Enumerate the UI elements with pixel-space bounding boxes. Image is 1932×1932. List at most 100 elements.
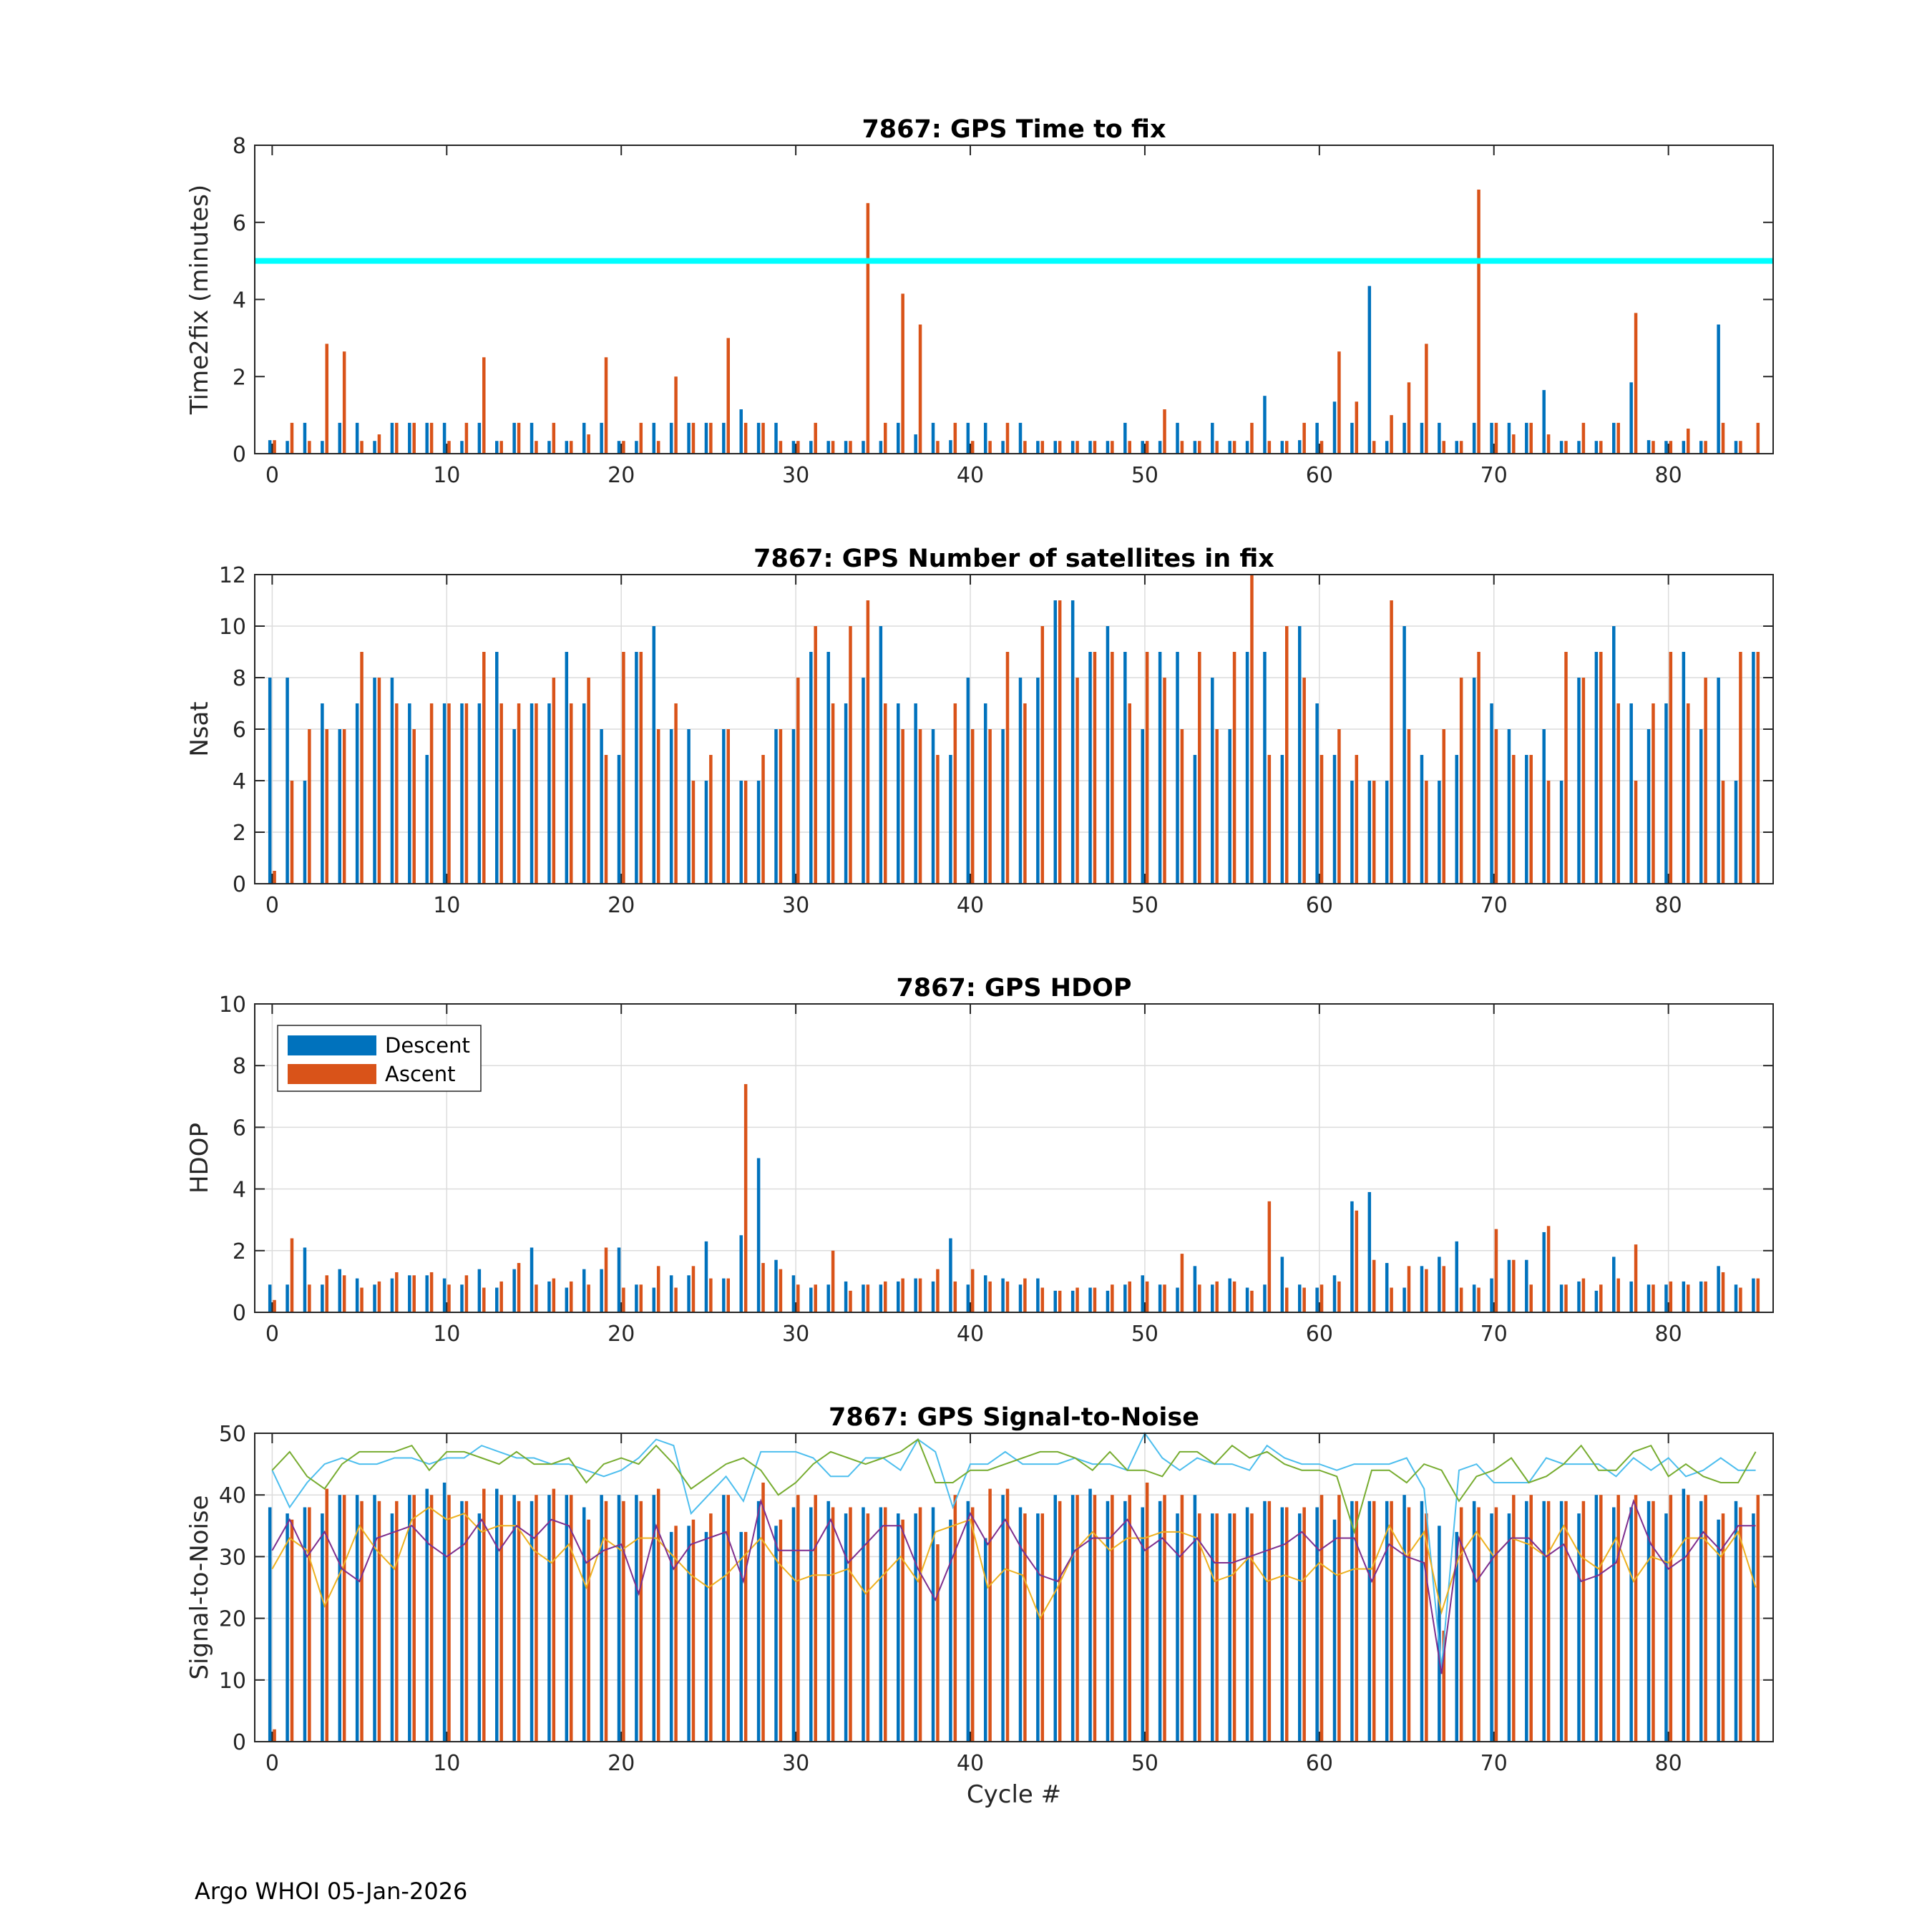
bar-descent-32 — [826, 1501, 830, 1742]
bar-descent-43 — [1018, 678, 1023, 884]
x-tick-label: 70 — [1480, 463, 1508, 488]
bar-ascent-66 — [1425, 1269, 1428, 1312]
bar-descent-13 — [495, 1287, 499, 1312]
bar-ascent-11 — [464, 1275, 469, 1312]
bar-descent-80 — [1664, 1513, 1668, 1742]
bar-ascent-12 — [482, 357, 486, 454]
bar-descent-20 — [617, 1247, 621, 1312]
bar-ascent-14 — [517, 703, 521, 884]
bar-descent-18 — [582, 1269, 586, 1312]
bar-descent-22 — [652, 1495, 656, 1742]
bar-descent-26 — [722, 422, 726, 454]
bar-descent-84 — [1734, 781, 1738, 884]
bar-ascent-4 — [342, 1495, 346, 1742]
bar-ascent-79 — [1652, 703, 1655, 884]
bar-descent-43 — [1018, 422, 1023, 454]
bar-descent-25 — [704, 1531, 708, 1742]
bar-ascent-53 — [1198, 441, 1201, 454]
bar-ascent-77 — [1616, 703, 1620, 884]
bar-descent-1 — [286, 1284, 289, 1312]
bar-descent-62 — [1350, 781, 1354, 884]
bar-ascent-69 — [1477, 1287, 1480, 1312]
bar-descent-3 — [321, 1513, 324, 1742]
bar-ascent-74 — [1564, 652, 1568, 884]
bar-descent-28 — [756, 1158, 761, 1312]
bar-descent-4 — [338, 1495, 342, 1742]
bar-descent-44 — [1036, 1513, 1040, 1742]
bar-descent-60 — [1315, 703, 1319, 884]
bar-descent-69 — [1472, 678, 1476, 884]
bar-descent-40 — [966, 1501, 970, 1742]
y-axis-label: HDOP — [185, 1123, 214, 1194]
bar-descent-71 — [1507, 729, 1511, 884]
bar-ascent-24 — [691, 1519, 696, 1742]
bar-ascent-74 — [1564, 441, 1568, 454]
bar-descent-50 — [1141, 1507, 1144, 1742]
x-tick-label: 20 — [608, 1322, 635, 1347]
x-tick-label: 30 — [782, 463, 809, 488]
bar-descent-21 — [635, 1495, 638, 1742]
bar-descent-71 — [1507, 1513, 1511, 1742]
bar-ascent-56 — [1250, 575, 1254, 884]
bar-ascent-79 — [1652, 441, 1655, 454]
bar-descent-22 — [652, 626, 656, 884]
bar-descent-60 — [1315, 1507, 1319, 1742]
bar-descent-25 — [704, 422, 708, 454]
bar-ascent-44 — [1040, 1513, 1045, 1742]
x-tick-label: 80 — [1655, 1322, 1682, 1347]
bar-ascent-72 — [1529, 1495, 1533, 1742]
bar-ascent-21 — [639, 422, 643, 454]
bar-ascent-36 — [901, 729, 904, 884]
chart-nsat: 0 10 20 30 40 50 60 70 80 0 2 4 6 8 10 12 7867: GPS Numb… — [185, 545, 1774, 918]
bar-ascent-27 — [743, 1084, 748, 1312]
bar-descent-34 — [862, 1284, 865, 1312]
footer-text: Argo WHOI 05-Jan-2026 — [195, 1878, 468, 1905]
bar-descent-14 — [512, 422, 516, 454]
bar-ascent-41 — [988, 1488, 992, 1742]
bar-ascent-55 — [1232, 441, 1236, 454]
bar-ascent-74 — [1564, 1501, 1568, 1742]
bar-ascent-6 — [377, 1281, 381, 1312]
bar-descent-73 — [1542, 729, 1546, 884]
bar-ascent-50 — [1145, 1482, 1149, 1742]
bar-ascent-69 — [1477, 1507, 1480, 1742]
bar-descent-73 — [1542, 1231, 1546, 1312]
bar-ascent-0 — [273, 1299, 276, 1312]
bar-descent-28 — [756, 781, 761, 884]
bar-ascent-14 — [517, 422, 521, 454]
bar-descent-68 — [1455, 755, 1459, 884]
bar-ascent-81 — [1686, 703, 1690, 884]
bar-descent-39 — [949, 440, 952, 454]
bar-descent-56 — [1245, 652, 1249, 884]
bar-descent-10 — [442, 422, 447, 454]
bar-descent-17 — [565, 652, 569, 884]
bar-descent-38 — [931, 1507, 935, 1742]
bar-descent-46 — [1070, 1495, 1075, 1742]
bar-descent-25 — [704, 1241, 708, 1312]
bar-descent-51 — [1158, 441, 1162, 454]
x-tick-label: 30 — [782, 893, 809, 918]
bar-descent-26 — [722, 1278, 726, 1312]
bar-ascent-82 — [1704, 1281, 1707, 1312]
bar-descent-6 — [373, 441, 376, 454]
bar-ascent-26 — [726, 729, 731, 884]
bar-ascent-22 — [656, 1266, 660, 1312]
bar-ascent-62 — [1355, 1210, 1359, 1312]
bar-descent-12 — [477, 1269, 482, 1312]
bar-descent-40 — [966, 1284, 970, 1312]
x-tick-label: 50 — [1131, 893, 1158, 918]
bar-descent-80 — [1664, 703, 1668, 884]
bar-ascent-42 — [1005, 1488, 1010, 1742]
bar-descent-11 — [460, 441, 464, 454]
bar-ascent-38 — [936, 1269, 940, 1312]
bar-ascent-56 — [1250, 1290, 1254, 1312]
bar-ascent-5 — [360, 652, 364, 884]
bar-descent-50 — [1141, 1275, 1144, 1312]
bar-ascent-28 — [761, 1263, 765, 1312]
bar-descent-85 — [1752, 1278, 1755, 1312]
bar-descent-2 — [303, 1247, 307, 1312]
bar-ascent-64 — [1390, 415, 1393, 454]
bar-ascent-61 — [1337, 1281, 1341, 1312]
bar-descent-70 — [1490, 422, 1493, 454]
bar-descent-25 — [704, 781, 708, 884]
